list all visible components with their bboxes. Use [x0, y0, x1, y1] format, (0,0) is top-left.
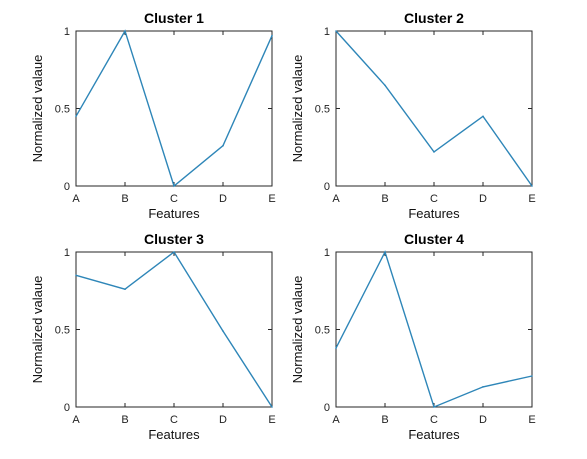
chart-title: Cluster 4 — [404, 231, 464, 247]
x-tick-label: D — [479, 414, 487, 426]
data-point — [384, 251, 386, 253]
plot-area — [75, 30, 273, 187]
y-tick-label: 1 — [64, 26, 70, 38]
x-tick-label: C — [170, 414, 178, 426]
x-tick-label: E — [528, 414, 535, 426]
chart-title: Cluster 2 — [404, 10, 464, 26]
y-tick-label: 0 — [324, 181, 330, 193]
y-tick-label: 0 — [324, 402, 330, 414]
y-tick-label: 1 — [64, 247, 70, 259]
data-point — [531, 185, 533, 187]
x-tick-label: E — [528, 193, 535, 205]
data-point — [124, 288, 126, 291]
chart-title: Cluster 3 — [144, 231, 204, 247]
chart-panel-2: Cluster 2 0 0.5 1 A B C D E Features Normalized va… — [290, 10, 536, 221]
x-tick-label: D — [219, 193, 227, 205]
data-point — [335, 347, 337, 349]
y-tick-label: 0 — [64, 181, 70, 193]
y-tick-label: 0 — [64, 402, 70, 414]
x-tick-label: C — [430, 193, 438, 205]
x-axis-label: Features — [408, 206, 460, 221]
chart-panel-3: Cluster 3 0 0.5 1 A B C D E Features Normalized va… — [30, 231, 276, 442]
x-tick-label: B — [381, 193, 388, 205]
chart-title: Cluster 1 — [144, 10, 204, 26]
data-point — [482, 115, 484, 118]
y-axis-label: Normalized valaue — [290, 55, 305, 163]
chart-panel-1: Cluster 1 0 0.5 1 A B C D E Features Normalized va… — [30, 10, 276, 221]
data-point — [384, 84, 386, 87]
plot-area — [335, 30, 533, 187]
chart-panel-4: Cluster 4 0 0.5 1 A B C D E Features Normalized va… — [290, 231, 536, 442]
x-axis-label: Features — [148, 427, 200, 442]
x-tick-label: A — [332, 414, 340, 426]
data-point — [173, 251, 175, 253]
x-tick-label: D — [479, 193, 487, 205]
data-point — [482, 386, 484, 388]
data-point — [433, 151, 435, 153]
x-tick-label: C — [170, 193, 178, 205]
y-tick-label: 0.5 — [55, 325, 70, 337]
y-tick-label: 1 — [324, 26, 330, 38]
y-axis-label: Normalized valaue — [30, 276, 45, 384]
data-point — [75, 115, 77, 118]
data-point — [531, 375, 533, 377]
y-axis-label: Normalized valaue — [290, 276, 305, 384]
x-tick-label: B — [381, 414, 388, 426]
y-tick-label: 1 — [324, 247, 330, 259]
data-point — [124, 30, 126, 32]
y-axis-label: Normalized valaue — [30, 55, 45, 163]
data-point — [222, 330, 224, 332]
x-tick-label: D — [219, 414, 227, 426]
x-tick-label: C — [430, 414, 438, 426]
x-tick-label: B — [121, 414, 128, 426]
data-point — [271, 34, 273, 37]
data-point — [335, 30, 337, 32]
x-tick-label: E — [268, 414, 275, 426]
plot-area — [335, 251, 533, 408]
y-tick-label: 0.5 — [315, 104, 330, 116]
x-tick-label: A — [72, 193, 80, 205]
x-tick-label: E — [268, 193, 275, 205]
y-tick-label: 0.5 — [55, 104, 70, 116]
data-point — [271, 406, 273, 408]
x-tick-label: B — [121, 193, 128, 205]
data-point — [222, 144, 224, 147]
y-tick-label: 0.5 — [315, 325, 330, 337]
data-point — [173, 185, 175, 187]
x-tick-label: A — [332, 193, 340, 205]
x-axis-label: Features — [408, 427, 460, 442]
data-point — [433, 406, 435, 408]
data-point — [75, 274, 77, 277]
x-tick-label: A — [72, 414, 80, 426]
x-axis-label: Features — [148, 206, 200, 221]
plot-area — [75, 251, 273, 408]
